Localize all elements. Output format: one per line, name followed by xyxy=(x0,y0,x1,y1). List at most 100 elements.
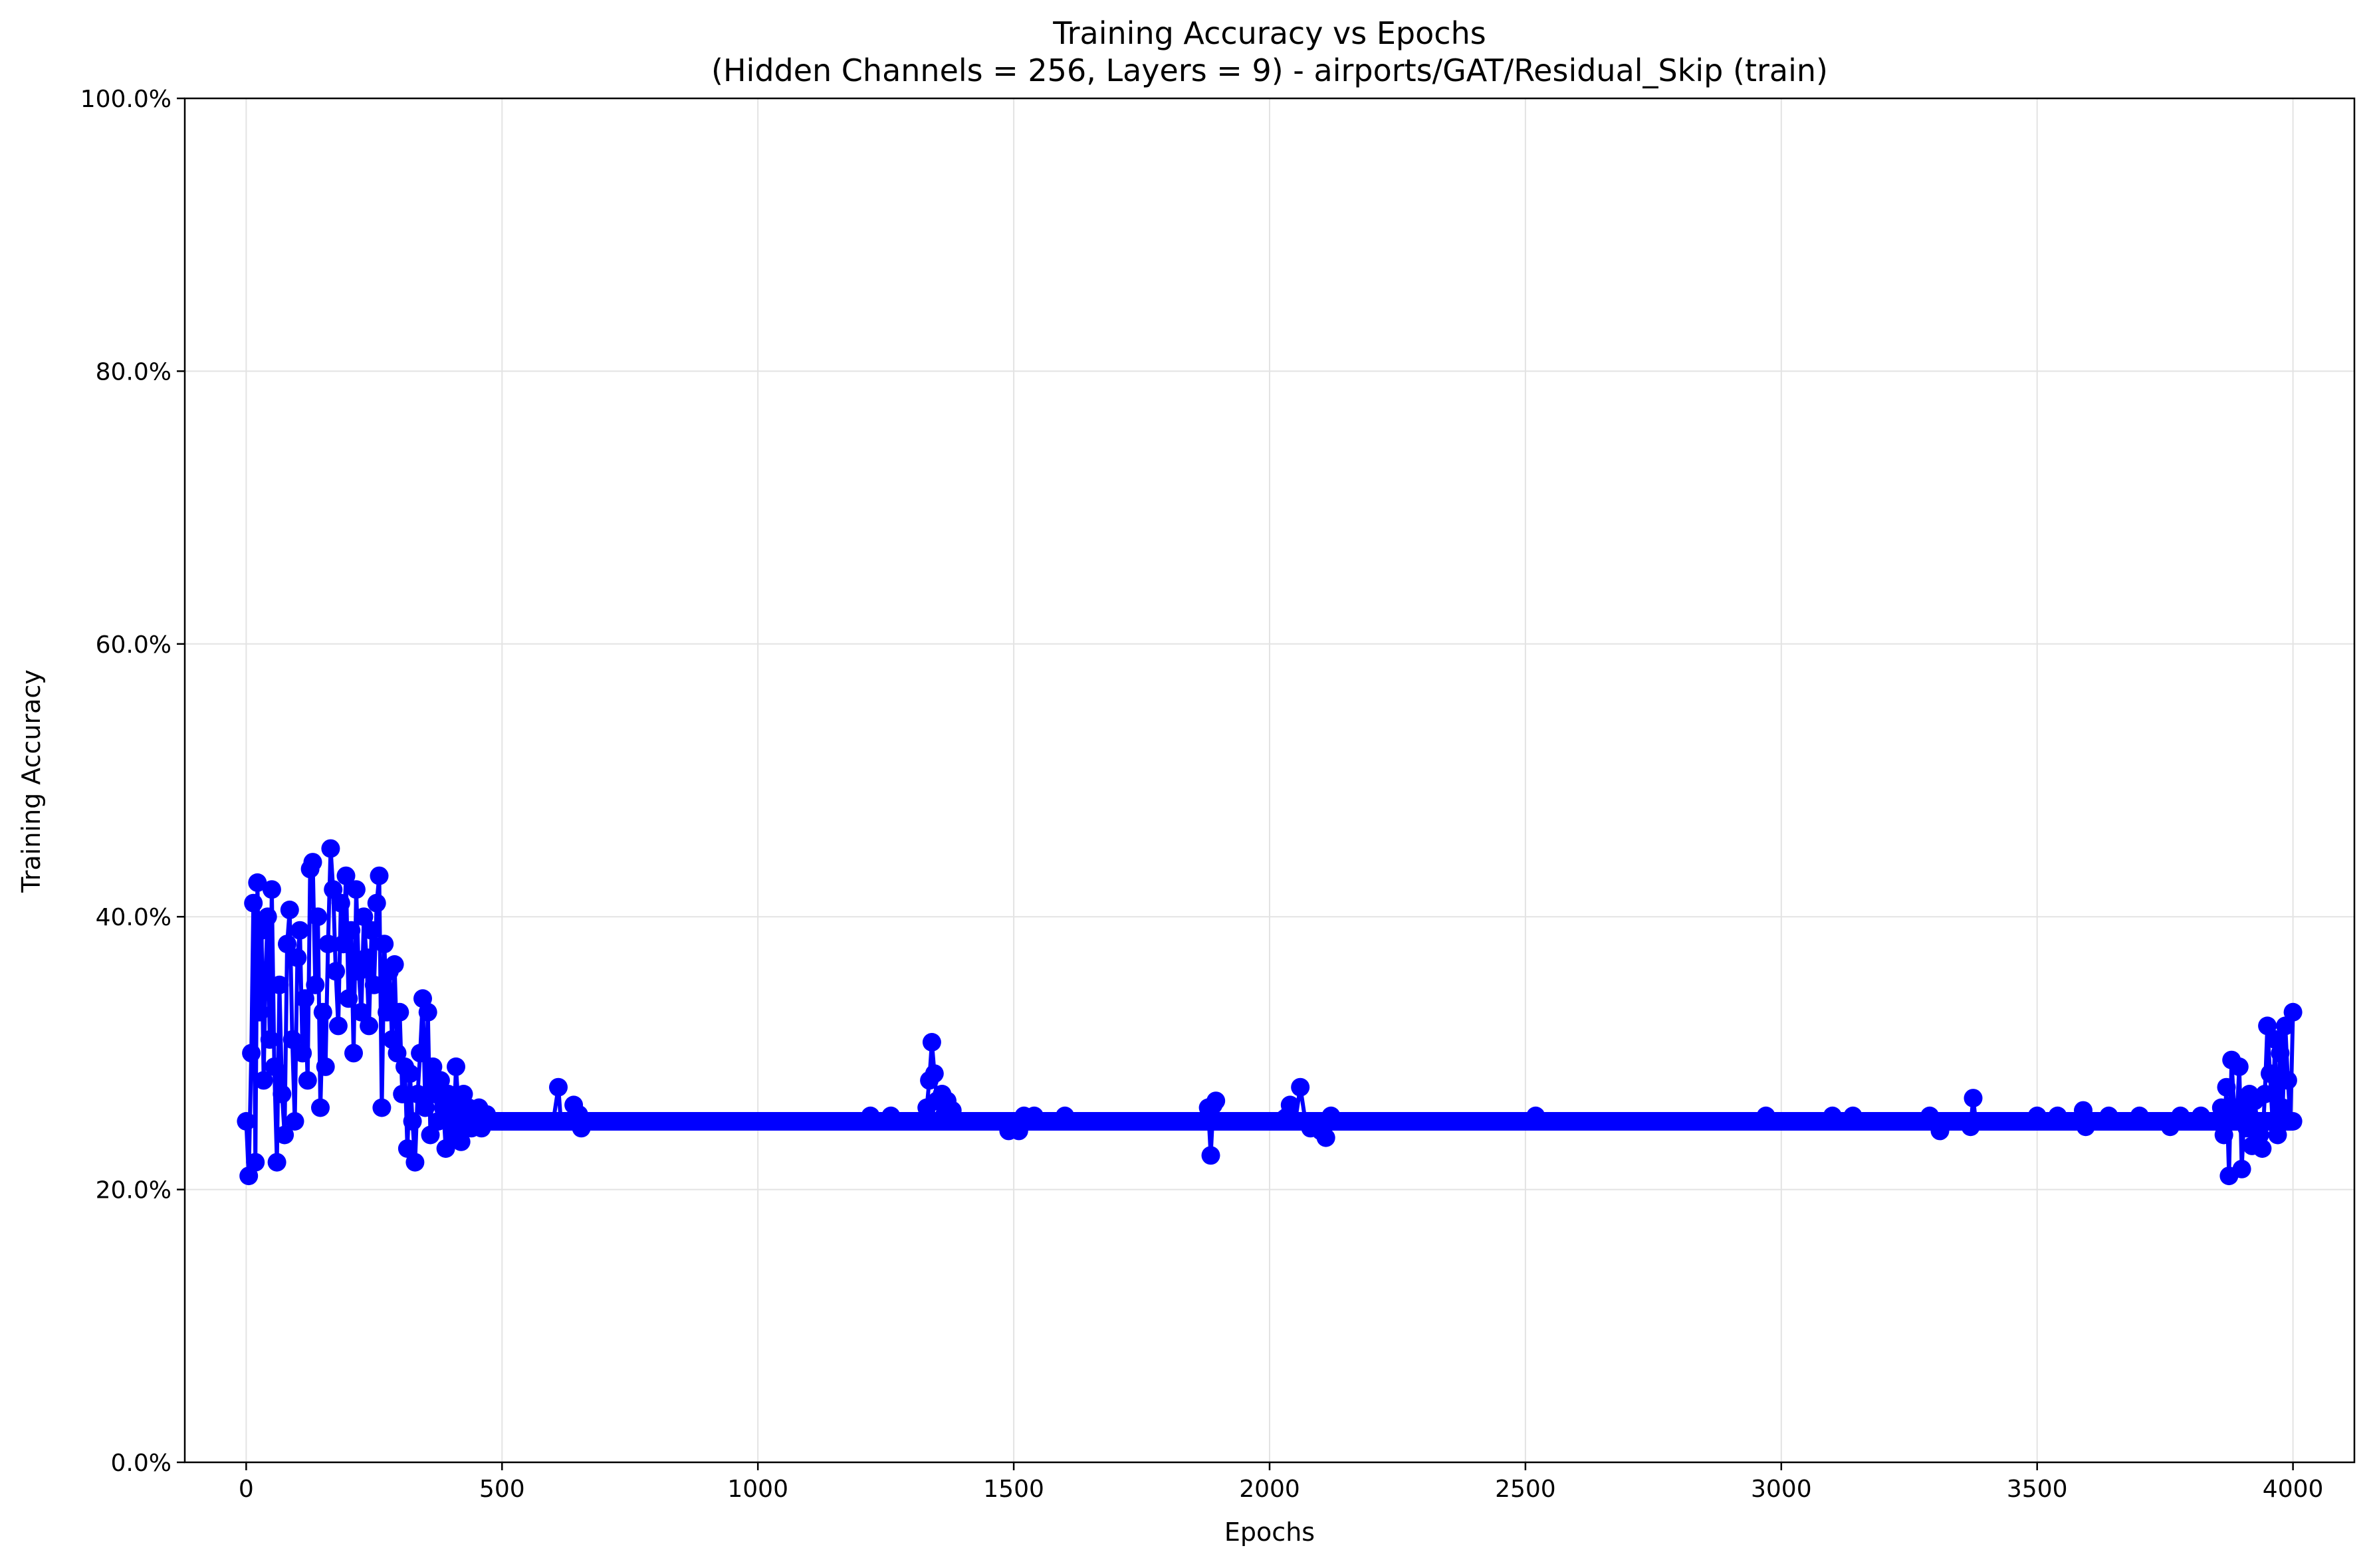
data-point xyxy=(280,900,299,919)
data-point xyxy=(646,1112,665,1131)
data-point xyxy=(2271,1044,2290,1063)
x-tick-label: 4000 xyxy=(2263,1476,2324,1503)
data-point xyxy=(242,1044,261,1063)
data-point xyxy=(415,1098,435,1117)
data-point xyxy=(248,873,267,892)
data-point xyxy=(748,1112,768,1131)
data-point xyxy=(293,1044,312,1063)
y-axis-label: Training Accuracy xyxy=(17,669,46,893)
data-point xyxy=(451,1132,471,1151)
data-point xyxy=(403,1112,422,1131)
data-point xyxy=(308,907,328,927)
data-point xyxy=(447,1057,465,1076)
data-point xyxy=(1964,1089,1983,1108)
x-tick-label: 3000 xyxy=(1751,1476,1812,1503)
data-point xyxy=(342,921,361,940)
data-point xyxy=(246,1153,265,1172)
data-point xyxy=(313,1002,332,1022)
data-point xyxy=(405,1153,425,1172)
data-point xyxy=(2276,1016,2295,1036)
data-point xyxy=(393,1085,412,1103)
data-point xyxy=(574,1112,594,1131)
data-point xyxy=(1823,1106,1842,1125)
data-point xyxy=(978,1112,998,1131)
data-point xyxy=(267,1153,286,1172)
data-point xyxy=(549,1077,568,1097)
x-tick-label: 3500 xyxy=(2007,1476,2068,1503)
data-point xyxy=(1756,1106,1775,1125)
data-point xyxy=(367,893,386,913)
data-point xyxy=(321,839,340,858)
data-point xyxy=(2255,1085,2275,1103)
data-point xyxy=(1771,1112,1791,1131)
y-tick-label: 20.0% xyxy=(96,1177,171,1204)
data-point xyxy=(339,989,358,1008)
data-point xyxy=(1107,1112,1126,1131)
data-point xyxy=(1536,1112,1555,1131)
data-point xyxy=(1066,1112,1085,1131)
data-point xyxy=(256,962,275,981)
data-point xyxy=(397,1139,417,1158)
data-point xyxy=(411,1044,430,1063)
data-point xyxy=(352,1002,371,1022)
data-point xyxy=(388,1044,407,1063)
data-point xyxy=(258,907,277,927)
data-point xyxy=(1291,1077,1310,1097)
data-point xyxy=(800,1112,819,1131)
data-point xyxy=(408,1085,427,1103)
data-point xyxy=(328,1016,348,1036)
data-point xyxy=(922,1033,941,1052)
y-tick-label: 60.0% xyxy=(96,631,171,659)
data-point xyxy=(370,866,389,885)
data-point xyxy=(1936,1112,1955,1131)
data-point xyxy=(349,962,368,981)
data-point xyxy=(2281,1112,2300,1131)
data-point xyxy=(2027,1106,2047,1125)
data-point xyxy=(254,1071,273,1090)
data-point xyxy=(331,893,350,913)
data-point xyxy=(282,1030,302,1049)
data-point xyxy=(1720,1112,1740,1131)
data-point xyxy=(306,975,325,994)
data-point xyxy=(1464,1112,1484,1131)
grid xyxy=(185,98,2354,1463)
data-point xyxy=(2229,1057,2249,1076)
data-point xyxy=(2130,1106,2149,1125)
data-point xyxy=(326,962,346,981)
data-point xyxy=(295,989,314,1008)
x-tick-label: 1000 xyxy=(727,1476,788,1503)
data-point xyxy=(364,975,384,994)
data-point xyxy=(265,1057,284,1076)
data-point xyxy=(1158,1112,1177,1131)
data-point xyxy=(2278,1071,2297,1090)
data-point xyxy=(2232,1159,2251,1178)
chart-title: Training Accuracy vs Epochs xyxy=(1052,15,1486,51)
y-tick-label: 80.0% xyxy=(96,358,171,386)
data-point xyxy=(237,1112,256,1131)
data-point xyxy=(1206,1091,1226,1111)
data-point xyxy=(1234,1112,1254,1131)
data-point xyxy=(518,1112,537,1131)
data-point xyxy=(288,948,307,967)
data-point xyxy=(278,935,296,954)
data-point xyxy=(2273,1098,2293,1117)
chart-subtitle: (Hidden Channels = 256, Layers = 9) - ai… xyxy=(711,53,1828,88)
data-point xyxy=(357,948,376,967)
data-point xyxy=(378,1002,397,1022)
data-point xyxy=(2268,1125,2287,1145)
x-tick-label: 2000 xyxy=(1239,1476,1300,1503)
data-point xyxy=(1081,1112,1100,1131)
data-point xyxy=(1327,1112,1346,1131)
data-point xyxy=(1280,1095,1300,1115)
data-point xyxy=(318,935,338,954)
data-point xyxy=(2217,1077,2236,1097)
data-point xyxy=(285,1112,304,1131)
data-point xyxy=(1567,1112,1586,1131)
data-point xyxy=(418,1002,437,1022)
data-point xyxy=(360,1016,379,1036)
data-point xyxy=(953,1112,972,1131)
data-point xyxy=(385,955,404,974)
data-point xyxy=(1413,1112,1432,1131)
data-point xyxy=(2261,1064,2279,1083)
data-point xyxy=(275,1125,294,1145)
